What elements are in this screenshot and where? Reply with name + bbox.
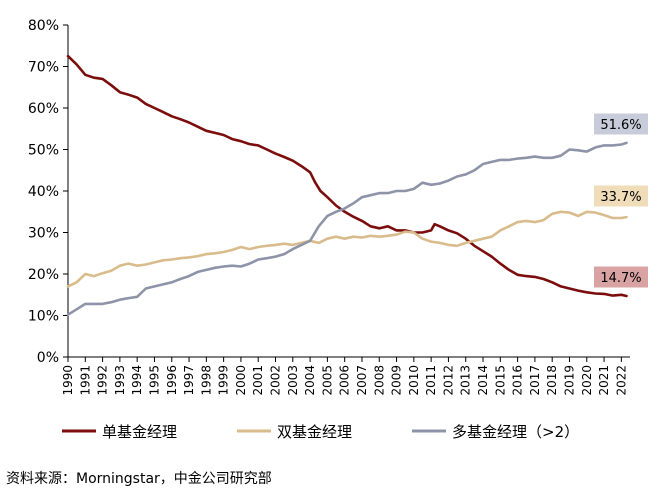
legend: 单基金经理 双基金经理 多基金经理（>2） [62, 423, 579, 441]
x-tick-label: 2009 [390, 365, 404, 396]
x-tick-label: 1993 [113, 365, 127, 396]
x-tick-label: 2003 [286, 365, 300, 396]
series-lines [66, 54, 628, 316]
legend-label-2: 多基金经理（>2） [452, 423, 579, 441]
y-tick-label: 0% [37, 350, 59, 366]
x-tick-label: 1991 [78, 365, 92, 396]
x-tick-label: 2015 [493, 365, 507, 396]
y-tick-label: 20% [28, 267, 59, 283]
x-tick-label: 1994 [130, 365, 144, 396]
x-tick-label: 1995 [147, 365, 161, 396]
x-tick-label: 1997 [182, 365, 196, 396]
x-tick-label: 2005 [320, 365, 334, 396]
x-tick-label: 2017 [528, 365, 542, 396]
end-label-2: 51.6% [600, 118, 641, 133]
y-tick-label: 70% [28, 60, 59, 76]
x-tick-label: 2010 [407, 365, 421, 396]
legend-label-1: 双基金经理 [277, 423, 352, 441]
x-tick-label: 2020 [580, 365, 594, 396]
y-tick-label: 40% [28, 184, 59, 200]
x-tick-label: 2018 [545, 365, 559, 396]
end-label-box-2 [594, 113, 648, 135]
end-label-0: 14.7% [600, 271, 641, 286]
x-tick-label: 1992 [96, 365, 110, 396]
end-label-1: 33.7% [600, 190, 641, 205]
x-tick-label: 1990 [61, 365, 75, 396]
series-line-2 [66, 141, 628, 316]
end-label-box-0 [594, 266, 648, 288]
end-label-box-1 [594, 185, 648, 207]
y-axis: 0% 10% 20% 30% 40% 50% 60% 70% 80% [28, 18, 69, 366]
y-tick-label: 60% [28, 101, 59, 117]
x-tick-label: 2008 [372, 365, 386, 396]
y-tick-label: 30% [28, 226, 59, 242]
y-tick-label: 80% [28, 18, 59, 34]
x-tick-label: 2002 [269, 365, 283, 396]
x-tick-label: 2019 [562, 365, 576, 396]
x-tick-label: 2014 [476, 365, 490, 396]
x-tick-label: 2007 [355, 365, 369, 396]
x-tick-label: 2004 [303, 365, 317, 396]
x-tick-label: 2000 [234, 365, 248, 396]
x-tick-label: 2012 [441, 365, 455, 396]
source-note: 资料来源：Morningstar，中金公司研究部 [6, 471, 272, 487]
x-tick-label: 2022 [614, 365, 628, 396]
x-tick-label: 1996 [165, 365, 179, 396]
x-tick-label: 2001 [251, 365, 265, 396]
y-tick-label: 10% [28, 309, 59, 325]
x-tick-label: 2006 [338, 365, 352, 396]
series-line-0 [66, 54, 628, 298]
x-tick-label: 2021 [597, 365, 611, 396]
end-labels: 14.7% 33.7% 51.6% [594, 113, 648, 288]
x-tick-label: 2013 [459, 365, 473, 396]
x-tick-label: 2016 [511, 365, 525, 396]
legend-label-0: 单基金经理 [102, 423, 177, 441]
x-tick-label: 1998 [199, 365, 213, 396]
x-tick-label: 1999 [217, 365, 231, 396]
y-tick-label: 50% [28, 143, 59, 159]
series-line-1 [66, 210, 628, 288]
x-axis: 1990 1991 1992 1993 1994 1995 1996 1997 1998 1999… [61, 356, 630, 396]
x-tick-label: 2011 [424, 365, 438, 396]
